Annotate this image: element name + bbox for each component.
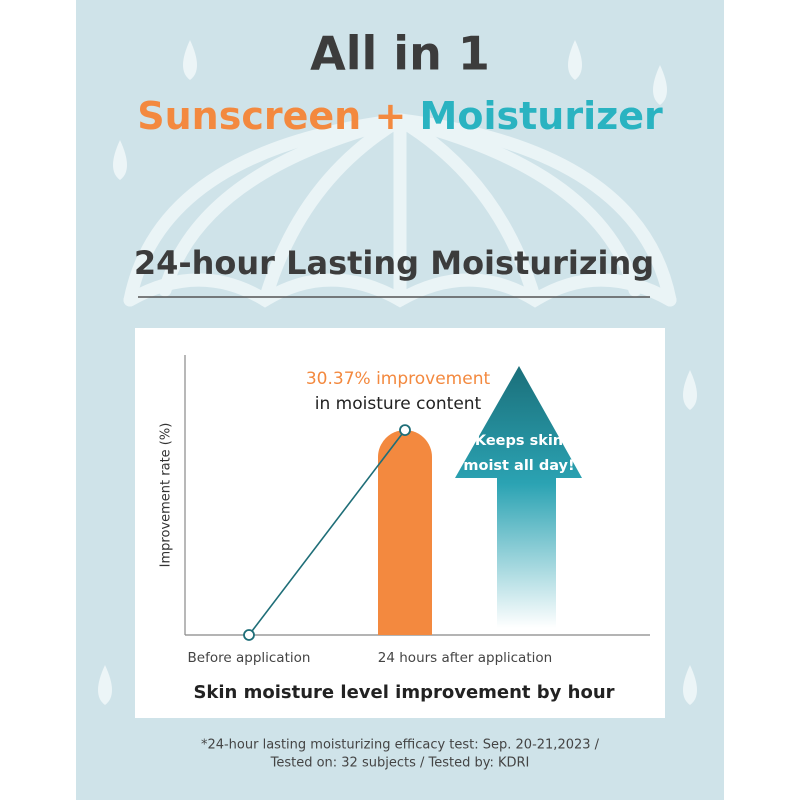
- subtitle-plus: +: [374, 94, 406, 138]
- x-tick-label: 24 hours after application: [378, 650, 552, 666]
- annotation: in moisture content: [315, 394, 482, 414]
- data-point: [399, 424, 411, 436]
- annotation: 30.37% improvement: [306, 369, 491, 389]
- x-tick-label: Before application: [188, 650, 311, 666]
- chart: Improvement rate (%) Keeps skin moist all …: [159, 355, 650, 703]
- umbrella-decoration: [123, 113, 677, 308]
- data-point: [243, 629, 255, 641]
- arrow-text: moist all day!: [463, 458, 574, 474]
- bar: [378, 430, 432, 635]
- subtitle-left: Sunscreen: [137, 94, 361, 138]
- chart-title: Skin moisture level improvement by hour: [193, 682, 614, 703]
- section-title: 24-hour Lasting Moisturizing: [134, 244, 654, 282]
- subtitle: Sunscreen + Moisturizer: [137, 94, 663, 138]
- footnote-line: *24-hour lasting moisturizing efficacy t…: [201, 738, 600, 753]
- subtitle-right: Moisturizer: [420, 94, 663, 138]
- arrow-decoration: [455, 366, 582, 628]
- title: All in 1: [310, 27, 490, 81]
- arrow-text: Keeps skin: [475, 433, 563, 449]
- trend-line: [248, 429, 406, 636]
- footnote-line: Tested on: 32 subjects / Tested by: KDRI: [270, 756, 530, 771]
- droplets-decoration: [98, 40, 697, 705]
- y-axis-label: Improvement rate (%): [159, 423, 174, 568]
